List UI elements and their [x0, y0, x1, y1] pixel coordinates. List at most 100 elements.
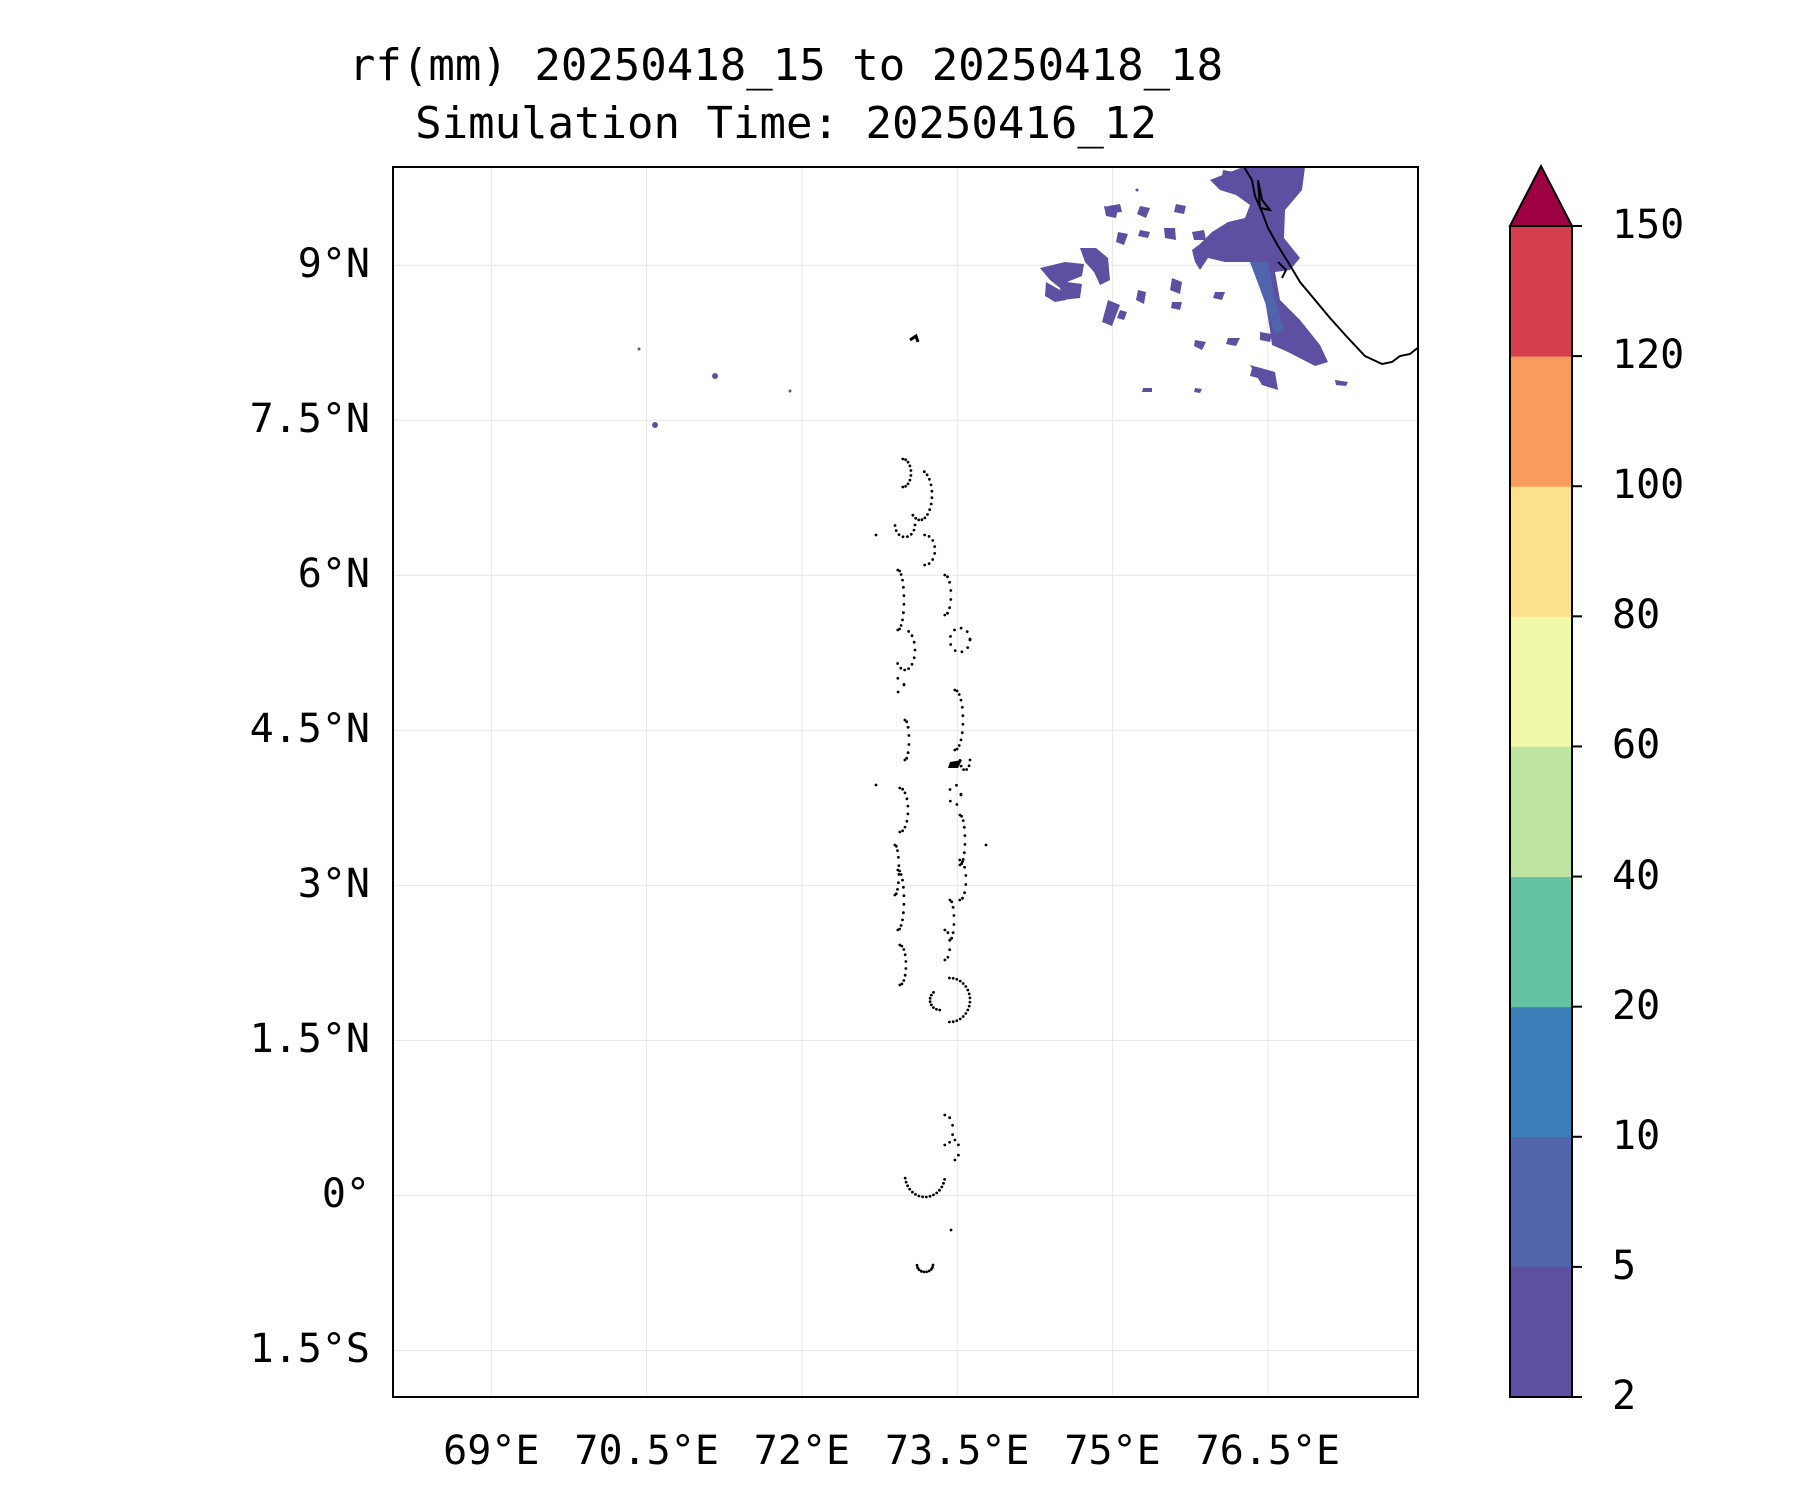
island-dot	[948, 1020, 951, 1024]
island-dot	[953, 628, 956, 632]
island-dot	[893, 524, 897, 527]
island-dot	[940, 1185, 944, 1189]
island-dot	[898, 569, 901, 573]
rain-patch	[1080, 248, 1110, 285]
y-tick-label: 7.5°N	[249, 396, 370, 443]
island-dot	[943, 1113, 947, 1117]
island-dot	[899, 873, 903, 876]
island-dot	[959, 738, 963, 742]
island-dot	[961, 819, 965, 822]
island-dot	[961, 982, 965, 985]
island-dot	[965, 768, 968, 771]
island-dot	[894, 844, 898, 848]
island-dot	[923, 563, 927, 567]
island-dot	[961, 896, 964, 900]
island-dot	[907, 667, 910, 670]
island-dot	[955, 977, 959, 981]
island-dot	[905, 720, 909, 724]
island-dot	[913, 523, 917, 527]
island-dot	[922, 470, 926, 474]
island-dot	[931, 1266, 934, 1269]
island-dot	[953, 1138, 957, 1142]
colorbar-segment	[1510, 356, 1572, 487]
island-dot	[911, 1190, 914, 1194]
island-dot	[955, 783, 958, 787]
x-tick-label: 69°E	[443, 1428, 540, 1474]
island-dot	[898, 983, 902, 987]
island-dot	[903, 953, 907, 957]
island-dot	[906, 535, 909, 538]
island-dot	[874, 783, 878, 787]
island-dot	[901, 787, 904, 791]
island-dot	[903, 718, 907, 722]
island-dot	[874, 533, 878, 537]
island-dot	[898, 869, 901, 873]
colorbar	[1508, 163, 1582, 1398]
colorbar-tick-label: 150	[1612, 202, 1685, 248]
island-dot	[946, 575, 949, 579]
island-dot	[951, 976, 955, 980]
colorbar-tick-label: 10	[1612, 1112, 1661, 1159]
island-dot	[943, 1143, 947, 1147]
colorbar-tick-label: 80	[1612, 592, 1661, 639]
colorbar-segment	[1510, 1266, 1572, 1398]
island-dot	[910, 634, 914, 638]
island-dot	[949, 598, 953, 601]
island-dot	[953, 688, 957, 692]
island-dot	[943, 928, 947, 932]
island-dot	[906, 460, 910, 464]
island-dot	[965, 630, 969, 633]
island-dot	[957, 1153, 960, 1157]
island-dot	[909, 474, 913, 477]
island-dot	[966, 988, 970, 992]
colorbar-tick-label: 5	[1612, 1242, 1637, 1289]
rain-patch	[1108, 204, 1122, 213]
coast-backwater	[1257, 179, 1273, 212]
x-tick-label: 70.5°E	[574, 1428, 719, 1474]
island-dot	[906, 482, 910, 486]
island-dot	[931, 558, 935, 561]
island-dot	[929, 993, 933, 997]
island-dot	[902, 682, 906, 686]
island-dot	[907, 743, 911, 746]
island-dot	[925, 1270, 928, 1274]
colorbar-tick-label: 60	[1612, 722, 1661, 769]
island-dot	[923, 516, 927, 520]
island-dot	[913, 648, 917, 652]
island-dot	[967, 764, 971, 768]
island-dot	[909, 469, 913, 472]
precipitation-layer	[637, 167, 1348, 428]
island-dot	[912, 656, 916, 660]
island-dot	[932, 1006, 935, 1009]
rain-patch	[1194, 388, 1202, 393]
island-dot	[958, 979, 962, 983]
island-dot	[948, 606, 951, 610]
colorbar-segment	[1510, 1136, 1572, 1268]
island-dot	[902, 902, 906, 906]
island-dot	[933, 545, 937, 548]
island-dot	[957, 1143, 960, 1147]
island-dot	[950, 900, 954, 904]
rain-patch	[1040, 262, 1084, 300]
island-dot	[929, 483, 933, 487]
island-dot	[931, 539, 935, 542]
male-island	[948, 760, 962, 768]
india-coastline	[1243, 167, 1418, 366]
island-dot	[894, 529, 898, 532]
island-dot	[898, 943, 902, 947]
island-dot	[927, 1269, 931, 1273]
island-dot	[896, 849, 899, 852]
rain-patch	[1222, 170, 1234, 178]
island-dot	[928, 1000, 932, 1004]
axis-ticks	[491, 167, 1268, 1397]
island-dot	[966, 646, 970, 649]
island-dot	[943, 1178, 946, 1181]
island-dot	[958, 863, 962, 867]
island-dot	[902, 611, 905, 615]
colorbar-segment	[1510, 876, 1572, 1008]
island-dot	[962, 768, 965, 771]
rain-patch	[1250, 365, 1278, 390]
plot-frame	[392, 166, 1419, 1398]
colorbar-tick-label: 20	[1612, 982, 1661, 1029]
island-dot	[901, 918, 904, 922]
